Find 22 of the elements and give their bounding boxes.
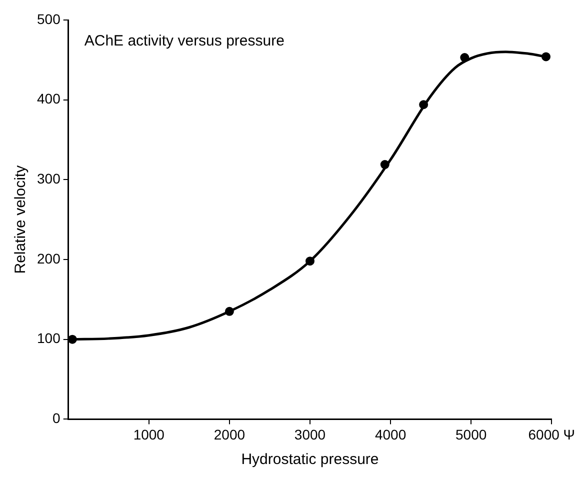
point bbox=[380, 160, 390, 170]
y-tick-label: 0 bbox=[52, 410, 61, 426]
y-axis-title: Relative velocity bbox=[12, 164, 30, 274]
y-tick-label: 400 bbox=[37, 90, 61, 107]
point bbox=[224, 306, 234, 316]
y-tick-label: 200 bbox=[37, 250, 61, 266]
point bbox=[460, 53, 470, 62]
y-tick-label: 300 bbox=[37, 170, 61, 187]
x-axis-title: Hydrostatic pressure bbox=[241, 451, 379, 468]
x-tick-label: 4000 bbox=[374, 426, 406, 442]
y-tick-label: 500 bbox=[37, 10, 61, 27]
annotation: AChE activity versus pressure bbox=[84, 32, 284, 50]
point bbox=[541, 52, 550, 62]
x-tick-label: 1000 bbox=[133, 426, 165, 442]
point bbox=[419, 100, 428, 110]
x-tick-label: 6000 Ψ bbox=[528, 426, 575, 442]
x-tick-label: 3000 bbox=[294, 426, 326, 442]
x-tick-label: 2000 bbox=[214, 426, 246, 442]
point bbox=[68, 334, 77, 344]
x-tick-label: 5000 bbox=[456, 426, 487, 442]
point bbox=[305, 256, 314, 266]
y-tick-label: 100 bbox=[37, 330, 61, 346]
